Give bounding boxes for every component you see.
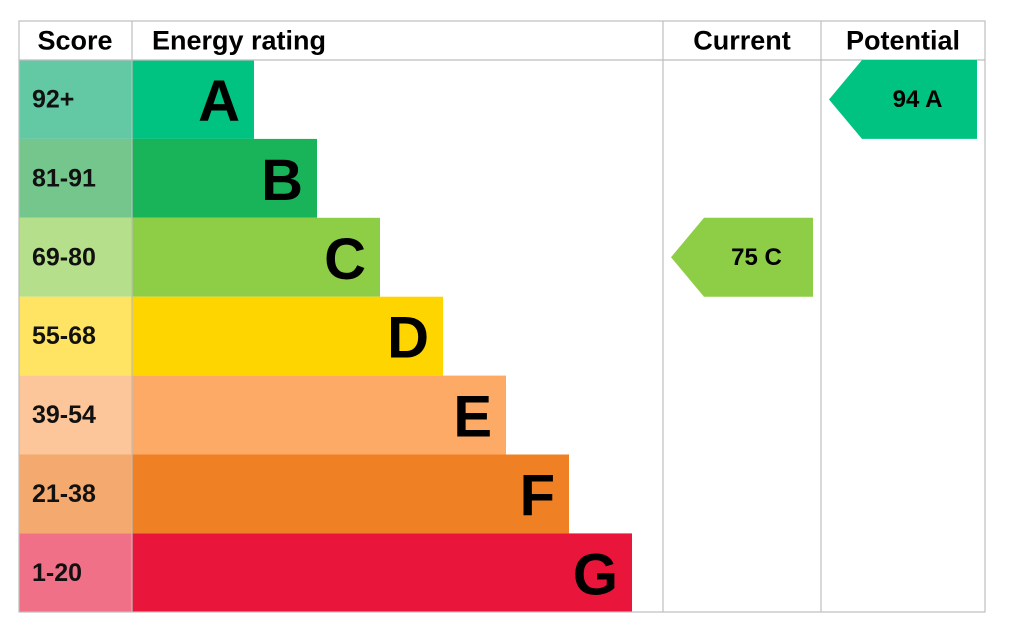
potential-rating-label: 94 A xyxy=(893,86,943,113)
current-rating-arrow xyxy=(671,217,813,297)
rating-letter-d: D xyxy=(387,306,429,371)
score-cell-a xyxy=(19,60,132,139)
score-cell-c xyxy=(19,217,132,297)
header-current: Current xyxy=(693,26,791,56)
rating-bar-b xyxy=(132,138,317,218)
header-potential: Potential xyxy=(846,26,960,56)
rating-bar-g xyxy=(132,533,632,613)
score-range-e: 39-54 xyxy=(32,401,96,429)
rating-letter-c: C xyxy=(324,227,366,292)
score-range-f: 21-38 xyxy=(32,480,96,508)
rating-bar-e xyxy=(132,375,506,455)
score-cell-e xyxy=(19,375,132,455)
rating-letter-e: E xyxy=(453,385,492,450)
header-energy-rating: Energy rating xyxy=(152,26,326,56)
score-cell-b xyxy=(19,138,132,218)
rating-bar-a xyxy=(132,60,254,139)
score-cell-d xyxy=(19,296,132,376)
header-score: Score xyxy=(37,26,112,56)
rating-letter-a: A xyxy=(198,69,240,134)
score-range-c: 69-80 xyxy=(32,243,96,271)
score-cell-g xyxy=(19,533,132,613)
rating-letter-g: G xyxy=(573,542,618,607)
score-range-a: 92+ xyxy=(32,85,74,113)
rating-bar-d xyxy=(132,296,443,376)
current-rating-label: 75 C xyxy=(731,244,782,271)
score-range-g: 1-20 xyxy=(32,559,82,587)
score-cell-f xyxy=(19,454,132,534)
rating-letter-f: F xyxy=(520,463,555,528)
score-range-b: 81-91 xyxy=(32,164,96,192)
chart-border xyxy=(18,20,986,613)
rating-letter-b: B xyxy=(261,148,303,213)
rating-bar-c xyxy=(132,217,380,297)
score-range-d: 55-68 xyxy=(32,322,96,350)
rating-bar-f xyxy=(132,454,569,534)
potential-rating-arrow xyxy=(829,60,977,139)
